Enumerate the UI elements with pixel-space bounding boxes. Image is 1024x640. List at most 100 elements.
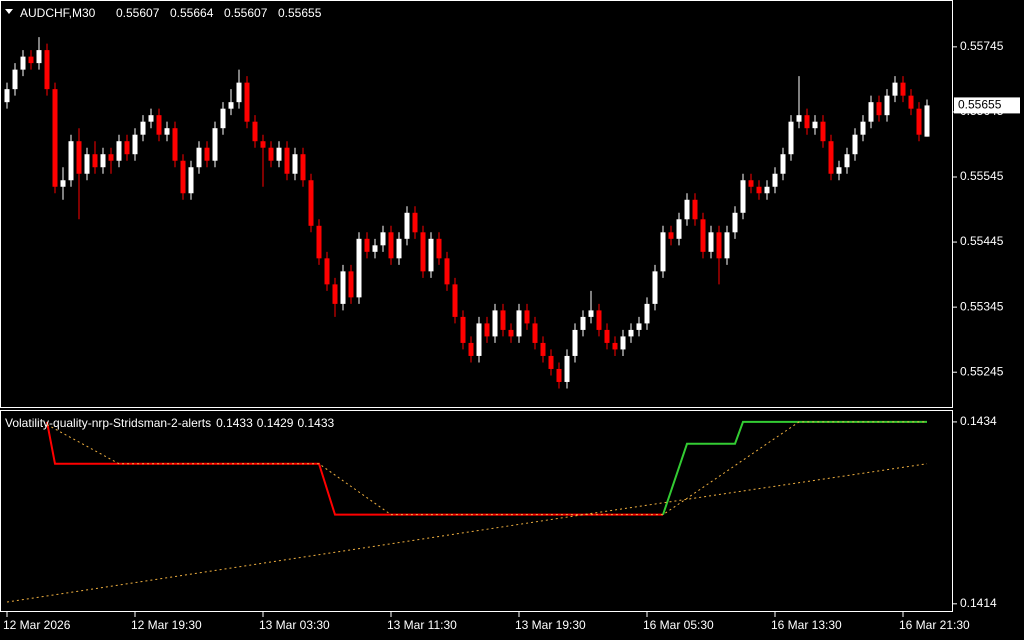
candle-body [820,121,826,142]
y-tick-label: 0.55445 [960,234,1004,248]
candle-body [100,154,106,168]
candle-body [172,128,178,161]
candle-body [796,115,802,122]
x-tick-label: 16 Mar 21:30 [899,618,970,632]
candle-body [580,316,586,330]
candle-body [324,258,330,285]
y-tick-label: 0.55545 [960,169,1004,183]
candle-body [68,141,74,181]
candle-body [28,56,34,64]
candle-body [404,212,410,239]
labels: AUDCHF,M30 0.55607 0.55664 0.55607 0.556… [3,6,1020,632]
candle-body [484,323,490,337]
candle-body [868,102,874,122]
candle-body [500,310,506,330]
candle-body [420,232,426,272]
candle-body [4,89,10,103]
candle-body [540,342,546,356]
candle-body [884,95,890,116]
candle-body [204,147,210,161]
price-label: 0.55655 [958,98,1002,112]
candle-body [724,232,730,259]
candle-body [260,141,266,148]
y-tick-label: 0.1414 [960,596,997,610]
y-tick-label: 0.55245 [960,364,1004,378]
candle-body [676,219,682,239]
candle-body [564,355,570,382]
candle-body [252,121,258,142]
candle-body [612,342,618,350]
marks [4,37,957,617]
candle-body [348,271,354,298]
candle-body [236,82,242,103]
candle-body [468,342,474,356]
x-tick-label: 13 Mar 11:30 [387,618,457,632]
candle-body [108,154,114,161]
candle-body [852,134,858,155]
candle-body [692,199,698,220]
candle-body [716,232,722,259]
candle-body [524,310,530,324]
candle-body [84,154,90,174]
candle-body [548,355,554,369]
candle-body [244,82,250,122]
candle-body [220,108,226,129]
candle-body [332,284,338,304]
candle-body [124,141,130,155]
candle-body [900,82,906,96]
candle-body [860,121,866,135]
candle-body [892,82,898,96]
x-tick-label: 16 Mar 05:30 [643,618,714,632]
y-tick-label: 0.1434 [960,414,997,428]
x-tick-label: 13 Mar 19:30 [515,618,586,632]
candle-body [924,105,930,137]
x-tick-label: 12 Mar 19:30 [131,618,202,632]
candle-body [492,310,498,337]
candle-body [436,238,442,259]
candle-body [156,115,162,135]
indicator-value: 0.1429 [257,416,294,430]
candle-body [52,89,58,187]
indicator-panel-border [0,410,953,612]
candle-body [732,212,738,233]
candle-body [828,141,834,174]
candle-body [396,238,402,259]
candle-body [764,186,770,194]
candle-body [452,284,458,317]
candle-body [708,232,714,252]
x-tick-label: 12 Mar 2026 [3,618,71,632]
candle-body [532,323,538,343]
candle-body [804,115,810,129]
candle-body [132,134,138,155]
menu-triangle[interactable] [5,9,13,14]
candle-body [596,310,602,330]
candle-body [572,329,578,356]
candle-body [116,141,122,161]
close-value: 0.55655 [278,6,322,20]
candle-body [836,167,842,174]
candle-body [276,147,282,161]
price-label-box [954,97,1020,114]
candle-body [700,219,706,252]
candle-body [844,154,850,168]
candle-body [748,180,754,187]
low-value: 0.55607 [224,6,268,20]
candle-body [196,147,202,168]
candle-body [388,232,394,259]
indicator-line [46,421,927,516]
candle-body [644,303,650,324]
candle-body [60,180,66,187]
candle-body [292,154,298,174]
candle-body [364,238,370,252]
candle-body [476,323,482,356]
candle-body [772,173,778,187]
candle-body [412,212,418,233]
y-tick-label: 0.55345 [960,299,1004,313]
candle-body [780,154,786,174]
candle-body [268,147,274,161]
candle-body [588,310,594,317]
candle-body [372,245,378,252]
candle-body [788,121,794,155]
